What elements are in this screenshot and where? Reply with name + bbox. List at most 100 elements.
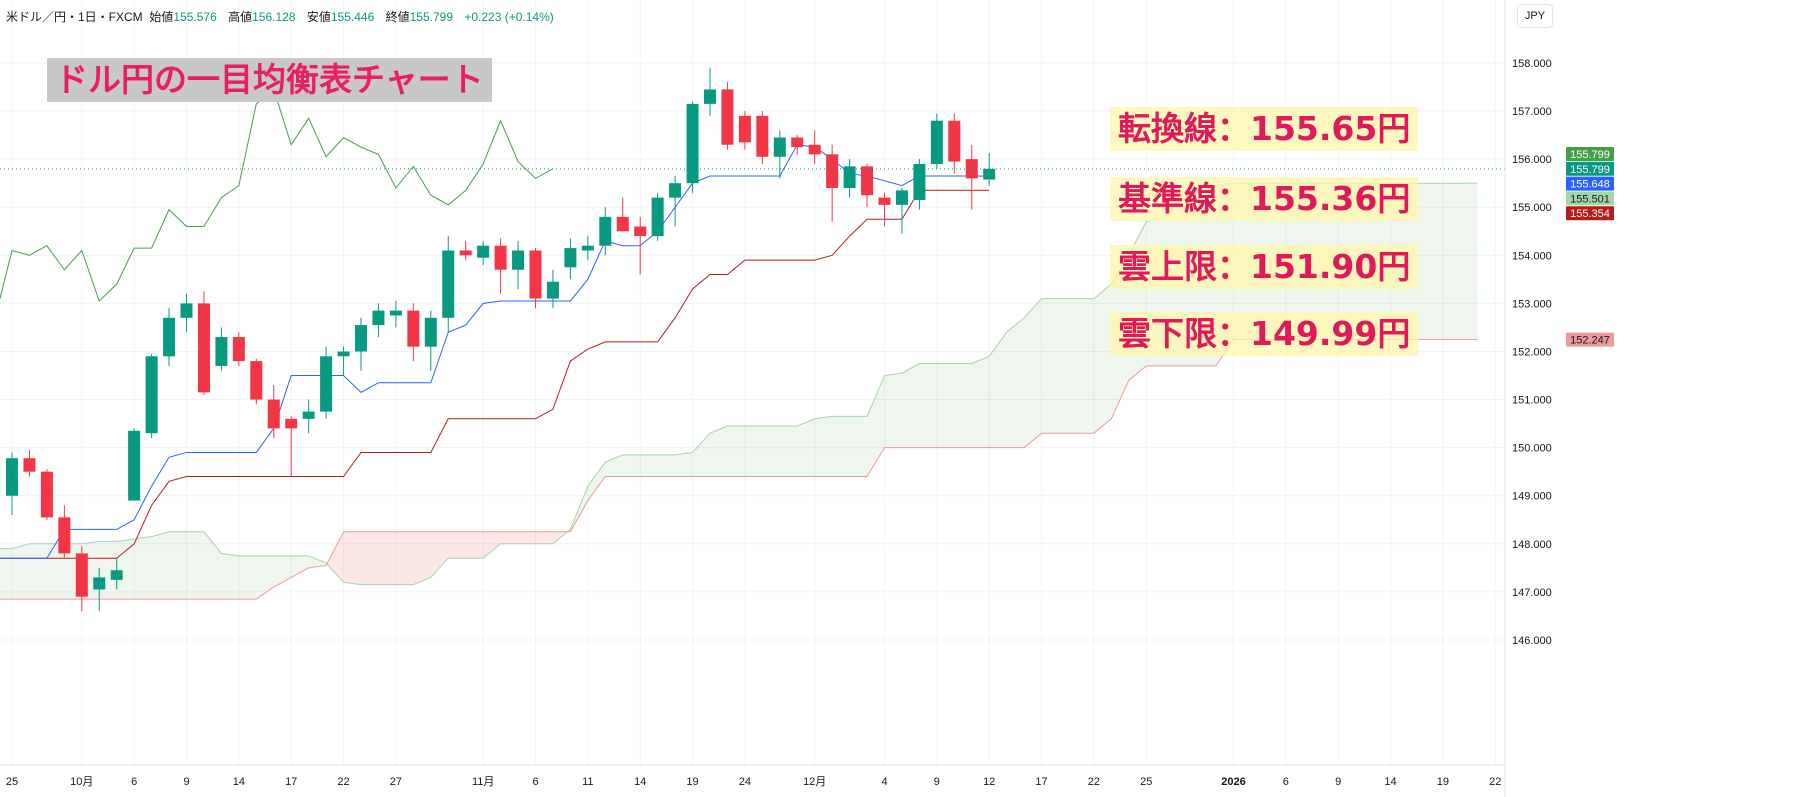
cloud-segment	[762, 426, 780, 477]
cloud-segment	[797, 418, 815, 477]
cloud-segment	[744, 426, 763, 477]
cloud-segment	[727, 426, 745, 477]
candle-body	[948, 120, 961, 162]
cloud-segment	[1059, 298, 1077, 434]
open-label: 始値	[149, 10, 174, 24]
candle-body	[232, 337, 245, 362]
y-tick-label: 149.000	[1512, 491, 1552, 503]
cloud-segment	[0, 548, 12, 600]
candle-body	[686, 103, 699, 184]
candle-body	[145, 356, 158, 434]
price-badge-label: 155.501	[1570, 193, 1610, 205]
candle-body	[512, 250, 525, 270]
x-tick-label: 25	[6, 776, 18, 788]
candle-body	[983, 168, 996, 180]
cloud-segment	[1093, 284, 1112, 434]
x-tick-label: 22	[337, 776, 349, 788]
x-tick-label: 9	[1335, 776, 1341, 788]
cloud-segment	[779, 426, 798, 477]
cloud-segment	[273, 555, 292, 588]
cloud-segment	[46, 543, 65, 600]
cloud-segment	[500, 531, 519, 544]
x-tick-label: 17	[285, 776, 297, 788]
cloud-segment	[378, 531, 396, 585]
cloud-segment	[134, 536, 152, 600]
x-tick-label: 19	[1437, 776, 1449, 788]
candle-body	[826, 154, 839, 189]
candle-body	[372, 310, 385, 326]
x-tick-label: 14	[1384, 776, 1396, 788]
cloud-segment	[919, 363, 937, 448]
cloud-segment	[238, 555, 257, 600]
x-tick-label: 11月	[472, 776, 494, 788]
cloud-segment	[343, 531, 361, 585]
candle-body	[494, 245, 507, 270]
y-tick-label: 150.000	[1512, 443, 1552, 455]
y-tick-label: 158.000	[1512, 58, 1552, 70]
cloud-upper-annotation: 雲上限：151.90円	[1110, 245, 1419, 289]
cloud-segment	[692, 433, 710, 477]
cloud-segment	[395, 531, 414, 585]
candle-body	[180, 303, 193, 318]
y-tick-label: 152.000	[1512, 346, 1552, 358]
cloud-segment	[465, 531, 484, 559]
candle-body	[58, 517, 71, 554]
candle-body	[930, 120, 943, 164]
cloud-segment	[710, 426, 728, 477]
candle-body	[407, 310, 420, 347]
tenkan-line	[0, 144, 990, 559]
candle-body	[285, 418, 298, 429]
candle-body	[581, 245, 594, 251]
candle-body	[355, 325, 367, 352]
cloud-segment	[640, 454, 658, 477]
x-tick-label: 12	[983, 776, 995, 788]
candle-body	[913, 163, 926, 201]
candle-body	[215, 337, 228, 366]
cloud-segment	[413, 531, 431, 585]
currency-button[interactable]: JPY	[1517, 4, 1553, 28]
close-value: 155.799	[409, 10, 453, 24]
low-label: 安値	[306, 10, 331, 24]
price-badge-bg	[1566, 332, 1614, 347]
cloud-segment	[169, 531, 187, 600]
candle-body	[459, 250, 472, 256]
cloud-segment	[605, 454, 623, 477]
cloud-segment	[256, 555, 274, 600]
candle-body	[40, 471, 53, 518]
cloud-segment	[186, 531, 204, 600]
price-badge: 155.799	[1566, 161, 1614, 176]
price-badge-label: 155.799	[1570, 149, 1610, 161]
change-value: +0.223 (+0.14%)	[464, 10, 554, 24]
close-label: 終値	[385, 10, 410, 24]
price-badge-label: 155.354	[1570, 208, 1610, 220]
candle-body	[895, 190, 908, 205]
candle-body	[878, 197, 891, 205]
x-tick-label: 9	[934, 776, 940, 788]
price-badge-bg	[1566, 161, 1614, 176]
candle-body	[651, 197, 664, 237]
price-badge: 155.799	[1566, 147, 1614, 161]
x-tick-label: 12月	[803, 776, 826, 788]
x-tick-label: 24	[739, 776, 751, 788]
cloud-segment	[1425, 183, 1443, 340]
candle-body	[861, 166, 874, 196]
x-tick-label: 14	[634, 776, 646, 788]
candle-body	[267, 399, 280, 429]
candle-body	[75, 553, 88, 597]
x-tick-label: 2026	[1221, 776, 1245, 788]
x-tick-label: 6	[532, 776, 538, 788]
x-tick-label: 19	[686, 776, 698, 788]
cloud-segment	[867, 375, 885, 477]
candle-body	[389, 310, 402, 316]
cloud-segment	[954, 363, 972, 448]
candle-body	[250, 361, 263, 400]
cloud-segment	[849, 416, 868, 477]
x-tick-label: 6	[1283, 776, 1289, 788]
chart-title-annotation: ドル円の一目均衡表チャート	[47, 58, 492, 102]
symbol-label: 米ドル／円・1日・FXCM	[6, 10, 143, 24]
high-label: 高値	[228, 10, 253, 24]
price-badge-bg	[1566, 147, 1614, 161]
x-tick-label: 17	[1035, 776, 1047, 788]
price-badge-bg	[1566, 176, 1614, 191]
